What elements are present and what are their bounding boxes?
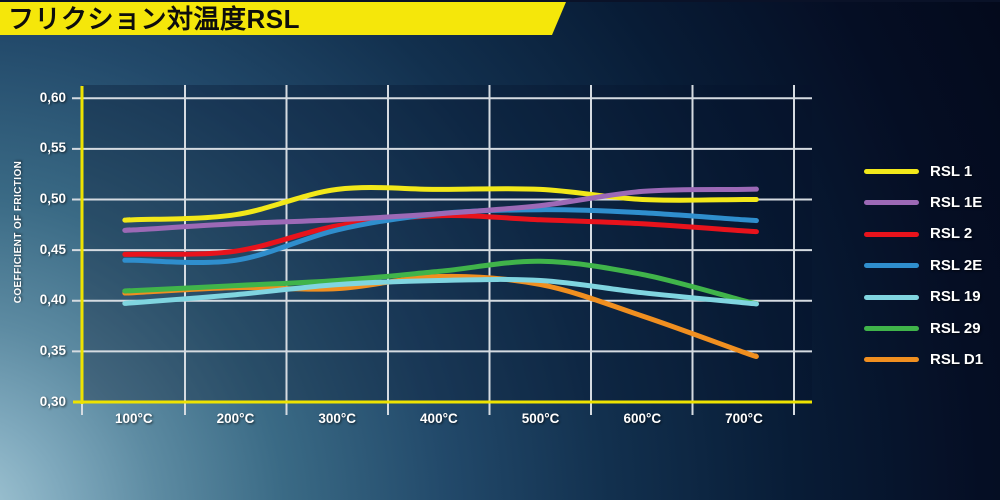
legend-label: RSL 29	[930, 319, 981, 337]
y-tick-label: 0,40	[39, 292, 66, 308]
legend-swatch-rsl-d1	[864, 357, 919, 363]
series-line-rsl-19	[122, 276, 759, 307]
series-line-rsl-2	[122, 213, 759, 257]
y-tick-label: 0,60	[39, 89, 66, 105]
legend-label: RSL 2	[930, 225, 973, 243]
legend-swatch-rsl-19	[864, 294, 919, 300]
legend-label: RSL 1	[930, 162, 973, 180]
title-band: フリクション対温度RSL	[0, 2, 566, 35]
top-edge-strip	[0, 0, 1000, 2]
x-tick-label: 400°C	[420, 411, 458, 426]
y-tick-label: 0,50	[39, 191, 66, 207]
legend-label: RSL 1E	[930, 193, 983, 211]
legend-swatch-rsl-2	[864, 231, 919, 237]
y-tick-label: 0,55	[39, 140, 66, 156]
plot-area	[82, 85, 812, 402]
x-tick-label: 500°C	[521, 411, 560, 426]
x-tick-label: 200°C	[216, 411, 255, 426]
series-line-rsl-29	[122, 258, 759, 307]
legend-swatch-rsl-1	[864, 169, 919, 174]
legend-swatch-rsl-1e	[864, 200, 919, 206]
legend-label: RSL 2E	[930, 256, 983, 274]
x-tick-label: 100°C	[114, 411, 153, 426]
legend-label: RSL 19	[930, 288, 981, 306]
series-line-rsl-1	[122, 185, 759, 223]
page-title: フリクション対温度RSL	[8, 3, 301, 34]
legend-swatch-rsl-2e	[864, 263, 919, 269]
y-tick-label: 0,30	[39, 393, 66, 409]
series-line-rsl-1e	[122, 186, 759, 233]
legend-swatch-rsl-29	[864, 326, 919, 331]
x-tick-label: 300°C	[318, 411, 357, 426]
y-tick-label: 0,45	[39, 241, 66, 257]
x-tick-label: 700°C	[725, 411, 763, 426]
legend-label: RSL D1	[930, 350, 984, 368]
y-tick-label: 0,35	[39, 342, 66, 358]
x-tick-label: 600°C	[623, 411, 662, 426]
